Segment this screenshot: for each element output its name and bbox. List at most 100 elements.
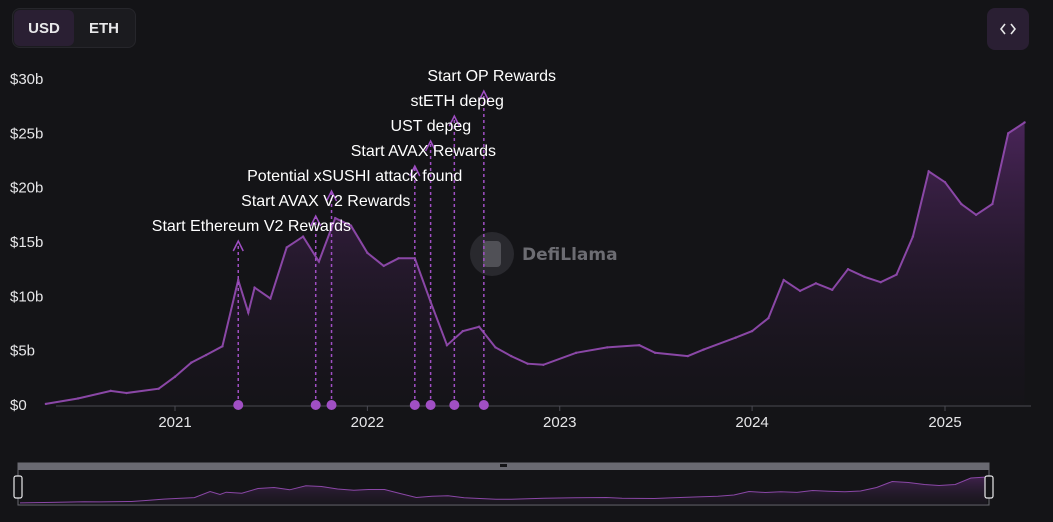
data-point — [702, 348, 705, 351]
data-point — [782, 278, 785, 282]
code-brackets-icon — [1000, 23, 1016, 35]
data-point — [494, 346, 497, 349]
data-point — [445, 344, 449, 347]
data-point — [574, 351, 578, 355]
data-point — [173, 375, 177, 378]
usd-button[interactable]: USD — [14, 10, 74, 46]
annotation-marker[interactable] — [409, 400, 420, 410]
annotation-label: stETH depeg — [411, 93, 504, 110]
data-point — [76, 397, 80, 400]
data-point — [846, 267, 850, 271]
data-point — [44, 402, 48, 406]
data-point — [204, 353, 208, 357]
annotation-marker[interactable] — [326, 400, 337, 410]
x-tick-label: 2025 — [928, 414, 961, 431]
data-point — [397, 257, 400, 260]
data-point — [349, 224, 353, 227]
x-tick-label: 2024 — [735, 414, 768, 431]
annotation-arrow-icon — [325, 189, 338, 202]
data-point — [814, 282, 818, 285]
data-point — [991, 202, 994, 206]
annotation-marker[interactable] — [310, 400, 321, 410]
data-point — [638, 344, 641, 347]
y-tick-label: $25b — [10, 125, 43, 142]
x-axis: 2021 2022 2023 2024 2025 — [56, 405, 1031, 431]
data-point — [798, 289, 802, 293]
data-point — [927, 170, 930, 173]
annotation[interactable]: Start AVAX V2 Rewards — [241, 193, 410, 410]
annotation-label: Start OP Rewards — [427, 68, 556, 85]
annotation-marker[interactable] — [449, 400, 460, 410]
y-tick-label: $15b — [10, 234, 43, 251]
x-tick-label: 2022 — [351, 414, 384, 431]
annotation-arrow-icon — [409, 164, 421, 177]
data-point — [125, 391, 128, 395]
data-point — [863, 275, 866, 278]
y-axis: $0 $5b $10b $15b $20b $25b $30b — [10, 71, 43, 414]
data-point — [413, 257, 417, 260]
data-point — [221, 345, 224, 348]
annotation-marker[interactable] — [425, 400, 436, 410]
embed-button[interactable] — [987, 8, 1029, 50]
data-point — [429, 300, 432, 303]
annotation-arrow-icon — [448, 114, 460, 127]
y-tick-label: $0 — [10, 397, 27, 414]
annotation-marker[interactable] — [478, 400, 489, 410]
annotation[interactable]: stETH depeg — [411, 93, 504, 410]
watermark: DefiLlama — [470, 232, 618, 276]
data-point — [285, 246, 288, 249]
y-tick-label: $10b — [10, 288, 43, 305]
brush-mini-line — [19, 476, 988, 504]
currency-toggle: USD ETH — [12, 8, 136, 48]
data-point — [767, 316, 770, 320]
data-point — [301, 235, 305, 238]
data-point — [317, 260, 321, 263]
annotation-label: Potential xSUSHI attack found — [247, 168, 462, 185]
data-point — [1023, 121, 1026, 124]
annotation-label: Start AVAX V2 Rewards — [241, 193, 410, 210]
data-point — [237, 278, 240, 282]
data-point — [879, 281, 882, 284]
data-point — [943, 181, 947, 184]
tvl-area — [45, 122, 1025, 405]
data-point — [605, 346, 609, 349]
data-point — [366, 251, 369, 255]
annotation[interactable]: UST depeg — [391, 118, 472, 410]
range-brush[interactable] — [13, 462, 994, 506]
annotation[interactable]: Start OP Rewards — [427, 68, 556, 410]
y-tick-label: $30b — [10, 71, 43, 88]
brush-grip-icon — [500, 464, 507, 467]
data-point — [190, 361, 193, 364]
data-point — [253, 286, 256, 289]
annotation-label: UST depeg — [391, 118, 472, 135]
data-point — [960, 202, 963, 206]
data-point — [334, 216, 337, 220]
data-point — [911, 235, 915, 238]
brush-right-handle[interactable] — [984, 475, 994, 499]
annotation[interactable]: Start Ethereum V2 Rewards — [152, 218, 351, 410]
annotation-arrow-icon — [310, 214, 322, 227]
event-annotations: Start OP Rewards stETH depeg UST depeg Star… — [152, 68, 556, 410]
data-point — [686, 354, 690, 358]
data-point — [382, 264, 385, 268]
data-point — [653, 351, 657, 355]
data-point — [157, 387, 160, 390]
annotation-arrow-icon — [424, 139, 437, 152]
data-point — [526, 362, 529, 365]
data-point — [974, 213, 978, 217]
eth-button[interactable]: ETH — [89, 19, 119, 37]
annotation[interactable]: Start AVAX Rewards — [351, 143, 496, 410]
annotation-arrow-icon — [478, 89, 490, 102]
annotation-label: Start Ethereum V2 Rewards — [152, 218, 351, 235]
annotation-arrow-icon — [232, 239, 244, 252]
data-point — [1007, 132, 1010, 135]
y-tick-label: $20b — [10, 180, 43, 197]
x-tick-label: 2023 — [543, 414, 576, 431]
brush-left-handle[interactable] — [13, 475, 23, 499]
annotation[interactable]: Potential xSUSHI attack found — [247, 168, 462, 410]
data-point — [895, 273, 898, 276]
annotation-marker[interactable] — [233, 400, 244, 410]
data-point — [510, 354, 513, 358]
y-tick-label: $5b — [10, 343, 35, 360]
